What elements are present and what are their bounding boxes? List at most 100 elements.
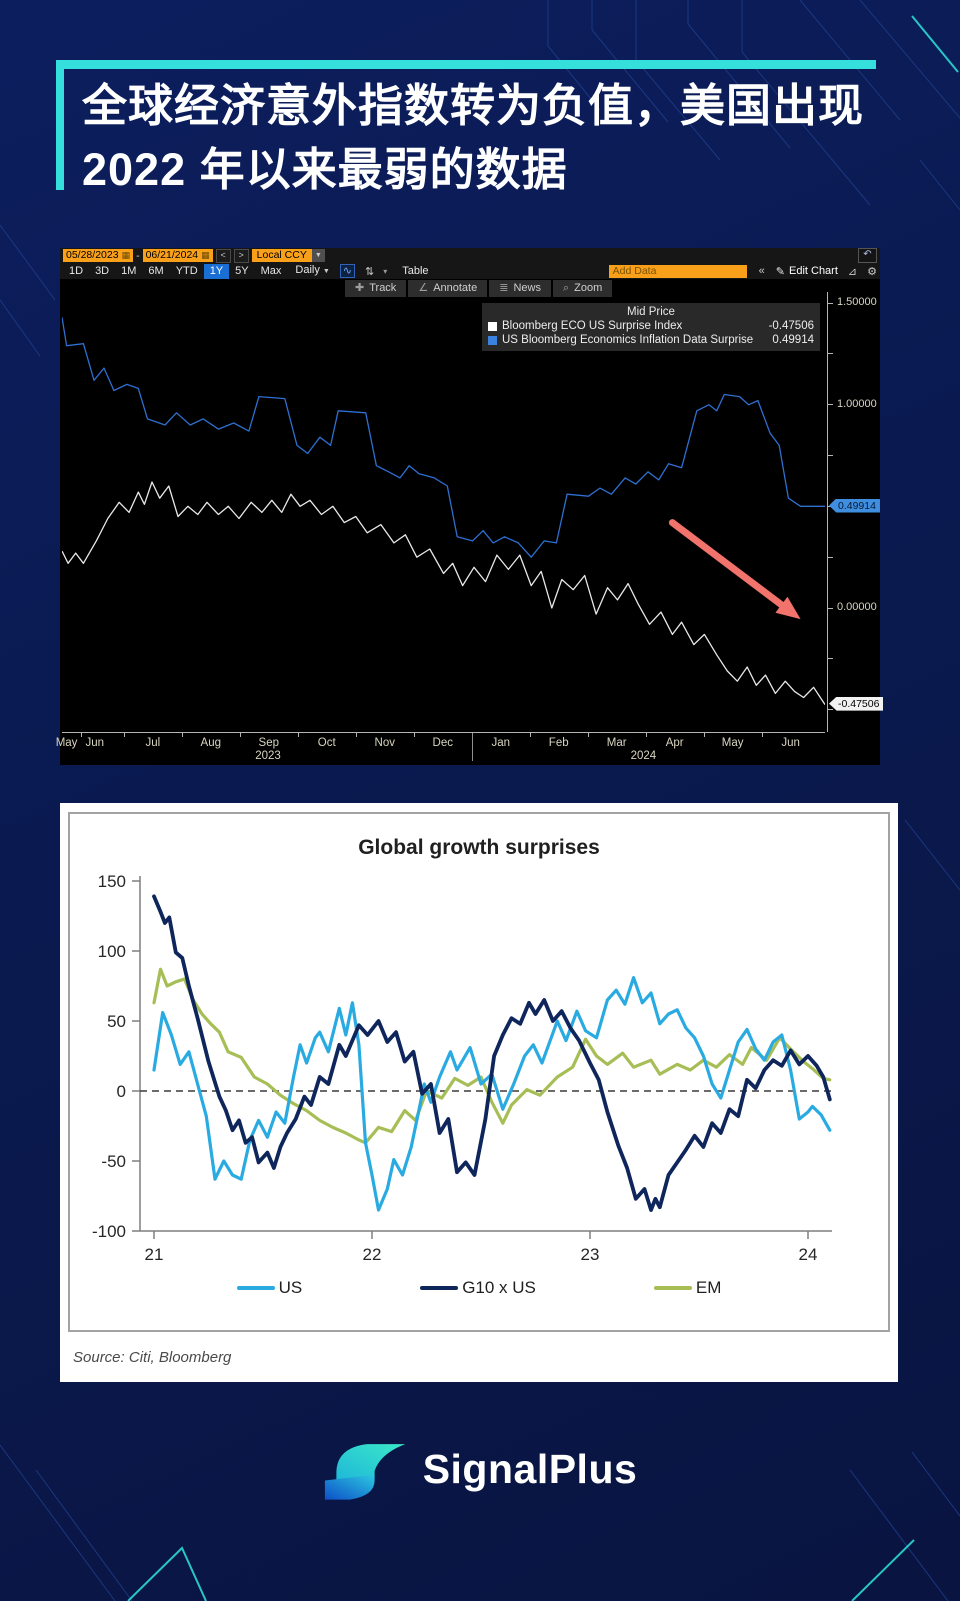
legend-swatch [420, 1285, 459, 1291]
range-tab-1m[interactable]: 1M [121, 264, 137, 277]
legend-label: G10 x US [462, 1278, 536, 1297]
y-tick-label: 50 [107, 1012, 126, 1031]
legend-item-g10-x-us: G10 x US [420, 1278, 536, 1298]
signalplus-logo-icon [324, 1444, 405, 1500]
axis-tick [828, 607, 833, 609]
chevron-down-icon: ▼ [311, 249, 325, 262]
x-axis-month-label: Sep [258, 737, 279, 749]
x-axis-month-label: May [721, 737, 744, 749]
x-axis-month-label: Nov [374, 737, 395, 749]
y-axis-label: 0.00000 [837, 601, 877, 613]
x-axis-year-label: 2023 [255, 750, 281, 762]
title-accent-side [56, 60, 64, 190]
chart-legend-box: Mid Price Bloomberg ECO US Surprise Inde… [482, 303, 820, 351]
calendar-icon: ▦ [121, 250, 131, 260]
axis-tick [828, 404, 833, 406]
growth-chart-plot: 150 100 50 0 -50 -100 21 22 23 24 [92, 872, 832, 1264]
legend-swatch [488, 321, 497, 331]
range-tab-1d[interactable]: 1D [69, 264, 84, 277]
y-tick-label: -50 [101, 1152, 126, 1171]
series-line [62, 317, 825, 558]
range-tab-ytd[interactable]: YTD [175, 264, 198, 277]
edit-chart-button[interactable]: ✎ Edit Chart [776, 265, 838, 278]
track-icon: ✚ [355, 282, 365, 294]
y-tick-label: 100 [98, 942, 126, 961]
bloomberg-plot-area: Mid Price Bloomberg ECO US Surprise Inde… [62, 292, 825, 732]
end-date-field[interactable]: 06/21/2024 ▦ [142, 249, 213, 262]
legend-header: Mid Price [627, 306, 675, 318]
price-badge: 0.49914 [829, 498, 880, 513]
axis-tick [181, 733, 183, 737]
chart-frame: Global growth surprises 150 100 50 0 -50 -100… [68, 812, 890, 1332]
range-tab-max[interactable]: Max [260, 264, 282, 277]
title-accent-bar [64, 60, 876, 69]
range-tab-3d[interactable]: 3D [95, 264, 110, 277]
axis-tick [587, 733, 589, 737]
axis-tick [123, 733, 125, 737]
chart-type-dropdown-icon[interactable]: ▾ [383, 266, 388, 276]
range-tab-bar: 1D 3D 1M 6M YTD 1Y 5Y Max [63, 263, 287, 279]
start-date-value: 05/28/2023 [66, 249, 119, 261]
series-line-em [152, 967, 832, 1145]
series-line [62, 481, 825, 705]
legend-label: US Bloomberg Economics Inflation Data Su… [502, 334, 754, 346]
undo-button[interactable]: ↶ [858, 248, 877, 263]
axis-tick [828, 556, 833, 558]
axis-tick [761, 733, 763, 737]
next-period-button[interactable]: > [233, 248, 249, 263]
series-line-g10-x-us [152, 894, 832, 1212]
candle-chart-icon-button[interactable]: ⇅ [365, 265, 375, 278]
date-range-controls: 05/28/2023 ▦ - 06/21/2024 ▦ < > Local CC… [63, 248, 325, 263]
range-tab-6m[interactable]: 6M [148, 264, 164, 277]
legend-item-us: US [236, 1278, 302, 1298]
legend-swatch [488, 335, 497, 345]
line-chart-icon-button[interactable]: ∿ [339, 264, 356, 278]
brand-name: SignalPlus [422, 1445, 638, 1492]
y-axis-label: 1.00000 [837, 397, 877, 410]
prev-period-button[interactable]: < [215, 248, 231, 263]
chart-tools-bar: ✚ Track ∠ Annotate ≣ News ⌕ Zoom [345, 280, 613, 297]
range-tab-5y[interactable]: 5Y [235, 264, 249, 277]
x-tick-label: 21 [145, 1245, 164, 1264]
tool-label: Track [369, 282, 397, 294]
frequency-select[interactable]: Daily ▼ [295, 264, 329, 279]
tool-annotate-button[interactable]: ∠ Annotate [408, 280, 488, 297]
table-button[interactable]: Table [402, 265, 429, 277]
start-date-field[interactable]: 05/28/2023 ▦ [63, 249, 134, 262]
x-axis-month-label: Feb [548, 737, 569, 749]
axis-tick [355, 733, 357, 737]
bloomberg-plot [62, 317, 825, 705]
bloomberg-panel: 05/28/2023 ▦ - 06/21/2024 ▦ < > Local CC… [56, 248, 884, 765]
axis-tick [828, 709, 833, 711]
axis-tick [239, 733, 241, 737]
x-tick-label: 22 [363, 1245, 382, 1264]
annotation-arrow-head [775, 596, 801, 620]
x-axis-month-label: Oct [317, 737, 336, 749]
legend-item-em: EM [653, 1278, 721, 1298]
tool-label: News [513, 282, 541, 294]
x-axis-month-label: Apr [665, 737, 684, 749]
bloomberg-toolbar-row2: 1D 3D 1M 6M YTD 1Y 5Y Max Daily ▼ ∿ ⇅ ▾ Table A… [60, 263, 880, 279]
settings-gear-icon[interactable]: ⚙ [867, 265, 877, 278]
range-tab-1y[interactable]: 1Y [203, 263, 230, 279]
collapse-icon[interactable]: « [758, 265, 765, 277]
legend-swatch [236, 1285, 275, 1291]
brand-footer: SignalPlus [0, 1436, 960, 1502]
date-range-separator: - [136, 249, 140, 262]
legend-value: -0.47506 [768, 320, 814, 332]
draw-tool-icon[interactable]: ⊿ [847, 265, 858, 278]
tool-zoom-button[interactable]: ⌕ Zoom [552, 280, 613, 297]
add-data-input[interactable]: Add Data [608, 264, 747, 278]
legend-value: 0.49914 [772, 334, 814, 346]
y-tick-label: -100 [92, 1222, 126, 1241]
tool-news-button[interactable]: ≣ News [489, 280, 551, 297]
currency-select[interactable]: Local CCY ▼ [251, 249, 325, 262]
price-badge: -0.47506 [829, 696, 884, 711]
legend-item: Bloomberg ECO US Surprise Index -0.47506 [488, 319, 814, 333]
edit-controls: Add Data « ✎ Edit Chart ⊿ ⚙ [608, 264, 877, 278]
tool-track-button[interactable]: ✚ Track [345, 280, 407, 297]
bottom-date-axis: May Jun Jul Aug Sep Oct Nov Dec Jan Feb Mar Apr May J… [56, 732, 825, 765]
edit-chart-label: Edit Chart [788, 264, 838, 277]
currency-value: Local CCY [251, 249, 312, 262]
x-axis-month-label: Jan [491, 737, 510, 749]
